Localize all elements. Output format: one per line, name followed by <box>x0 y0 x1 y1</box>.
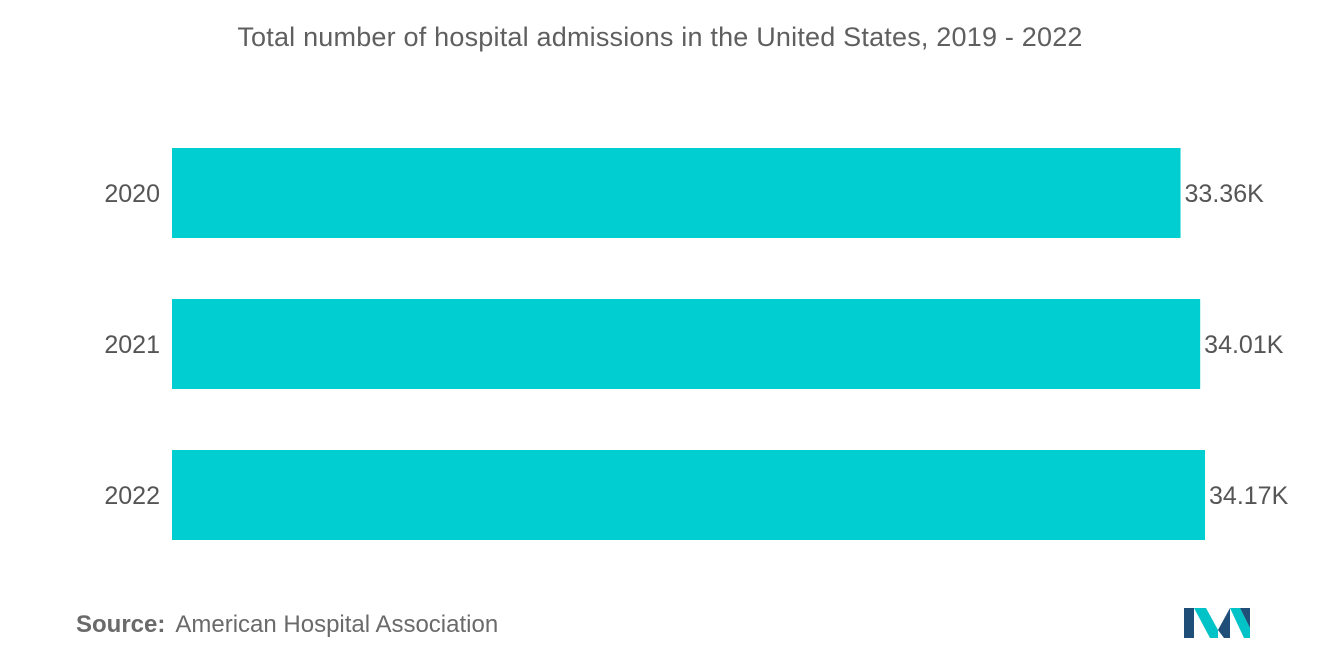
bar-2021 <box>172 299 1200 389</box>
category-label-2022: 2022 <box>104 482 160 510</box>
source-note: Source: American Hospital Association <box>76 611 498 639</box>
bar-chart: 2020 33.36K 2021 34.01K 2022 34.17K <box>0 0 1320 600</box>
value-label-2020: 33.36K <box>1185 180 1265 208</box>
category-label-2020: 2020 <box>104 180 160 208</box>
source-text: American Hospital Association <box>175 611 498 638</box>
bar-2020 <box>172 148 1181 238</box>
bar-2022 <box>172 450 1205 540</box>
source-label: Source: <box>76 611 165 638</box>
value-label-2022: 34.17K <box>1209 482 1289 510</box>
category-label-2021: 2021 <box>104 331 160 359</box>
mordor-intelligence-logo-icon <box>1184 604 1250 638</box>
value-label-2021: 34.01K <box>1204 331 1284 359</box>
